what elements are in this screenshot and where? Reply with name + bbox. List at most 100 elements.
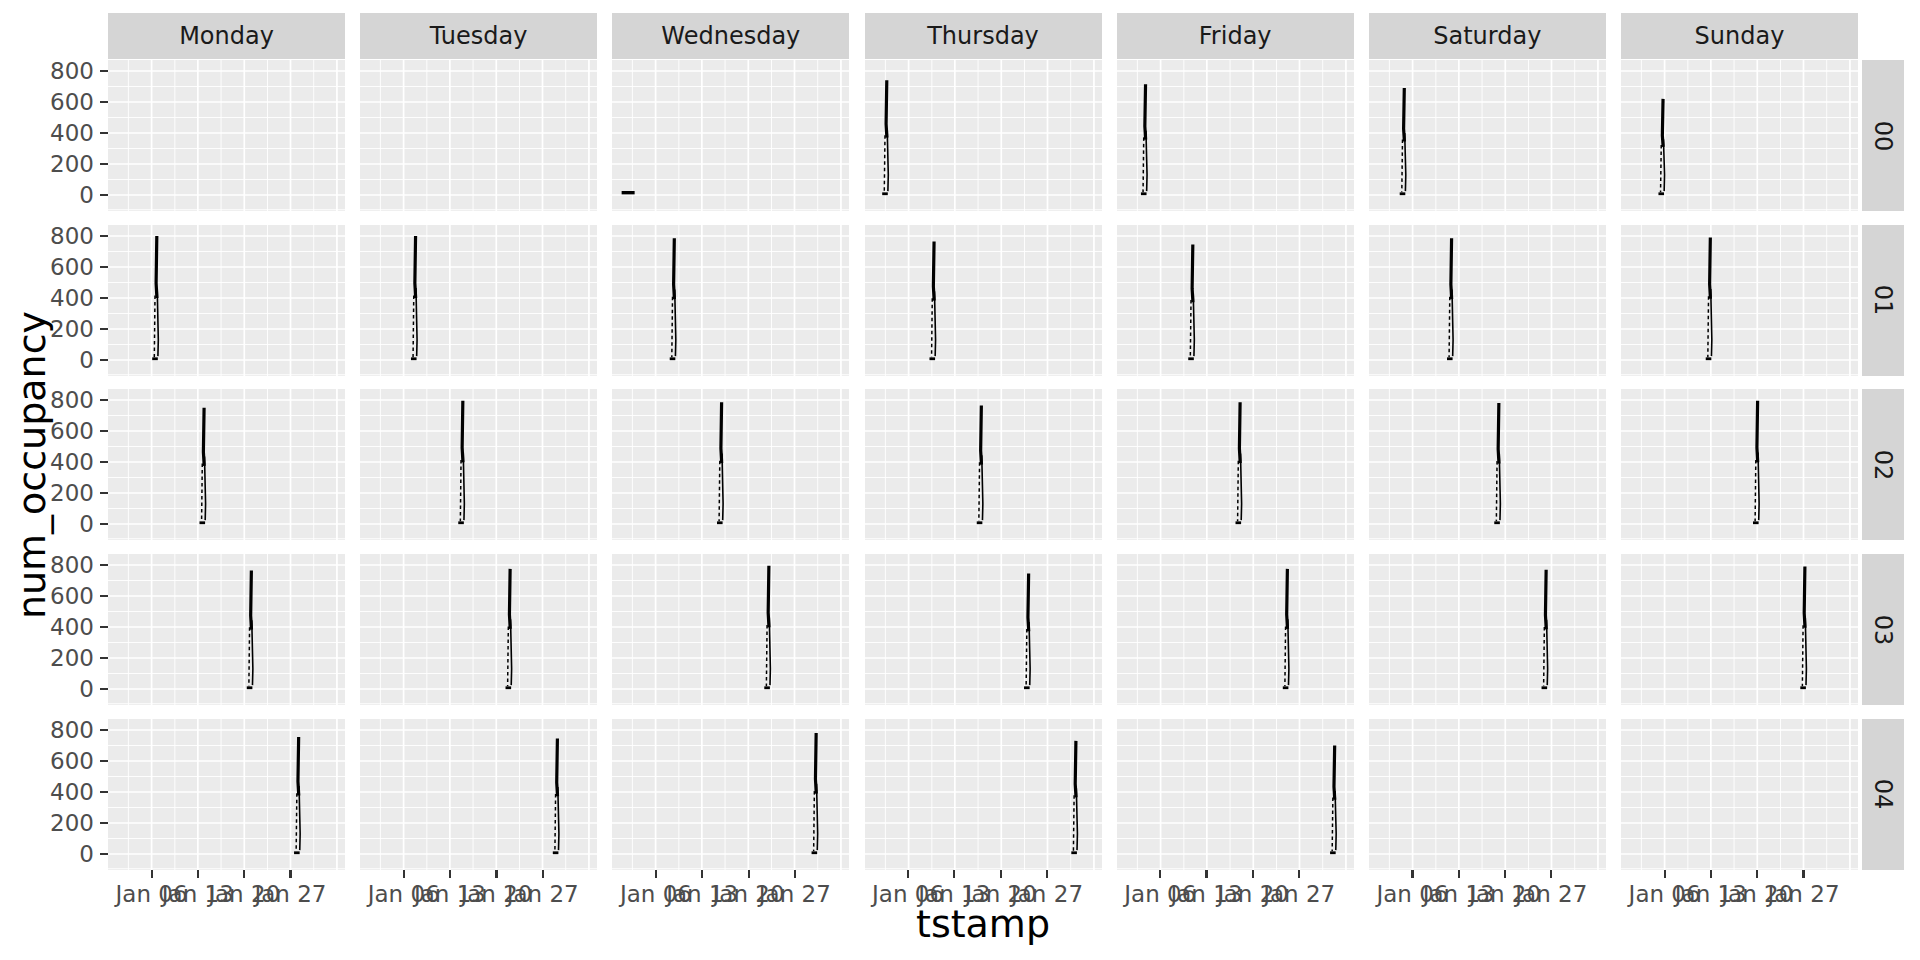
y-tick-label: 600 (0, 584, 94, 608)
y-tick-label: 400 (0, 286, 94, 310)
facet-panel-svg (1117, 225, 1354, 376)
x-tick-mark (1046, 870, 1048, 878)
facet-panel-svg (360, 554, 597, 705)
y-tick-mark (100, 101, 108, 103)
x-tick-label: Jan 27 (507, 882, 579, 906)
facet-panel-svg (612, 225, 849, 376)
facet-panel (1369, 554, 1606, 705)
y-tick-mark (100, 822, 108, 824)
facet-panel (1369, 389, 1606, 540)
x-tick-mark (1710, 870, 1712, 878)
facet-panel (612, 60, 849, 211)
y-tick-mark (100, 564, 108, 566)
x-tick-mark (151, 870, 153, 878)
facet-panel-svg (1369, 719, 1606, 870)
facet-col-strip: Wednesday (612, 13, 849, 59)
x-tick-label: Jan 27 (759, 882, 831, 906)
facet-panel-svg (1117, 60, 1354, 211)
facet-panel (1117, 389, 1354, 540)
facet-col-strip-label: Sunday (1695, 22, 1785, 50)
facet-row-strip: 02 (1862, 389, 1904, 540)
facet-panel-svg (108, 719, 345, 870)
facet-panel-svg (1117, 554, 1354, 705)
y-tick-label: 800 (0, 553, 94, 577)
y-tick-mark (100, 729, 108, 731)
facet-panel-svg (360, 389, 597, 540)
facet-panel (1117, 719, 1354, 870)
facet-panel (360, 719, 597, 870)
x-tick-mark (1159, 870, 1161, 878)
facet-panel-svg (1369, 60, 1606, 211)
facet-panel-svg (865, 554, 1102, 705)
y-tick-mark (100, 297, 108, 299)
y-tick-mark (100, 657, 108, 659)
y-tick-label: 400 (0, 615, 94, 639)
facet-panel (1117, 225, 1354, 376)
facet-col-strip: Sunday (1621, 13, 1858, 59)
x-tick-mark (701, 870, 703, 878)
facet-panel (108, 554, 345, 705)
x-tick-mark (1411, 870, 1413, 878)
facet-panel-svg (360, 225, 597, 376)
facet-panel (360, 389, 597, 540)
y-tick-mark (100, 626, 108, 628)
facet-col-strip: Saturday (1369, 13, 1606, 59)
facet-panel-svg (1621, 389, 1858, 540)
x-tick-mark (1802, 870, 1804, 878)
x-tick-mark (403, 870, 405, 878)
facet-panel (612, 389, 849, 540)
facet-row-strip: 01 (1862, 225, 1904, 376)
facet-col-strip: Thursday (865, 13, 1102, 59)
y-tick-mark (100, 70, 108, 72)
y-tick-label: 600 (0, 419, 94, 443)
facet-panel-svg (1369, 225, 1606, 376)
x-tick-mark (542, 870, 544, 878)
facet-panel-svg (612, 60, 849, 211)
y-tick-label: 400 (0, 450, 94, 474)
y-tick-mark (100, 359, 108, 361)
facet-row-strip: 00 (1862, 60, 1904, 211)
x-tick-label: Jan 27 (1767, 882, 1839, 906)
x-tick-mark (495, 870, 497, 878)
y-tick-mark (100, 760, 108, 762)
facet-panel (1621, 719, 1858, 870)
facet-panel (360, 554, 597, 705)
x-tick-mark (907, 870, 909, 878)
facet-panel-svg (865, 225, 1102, 376)
x-tick-label: Jan 27 (1515, 882, 1587, 906)
facet-row-strip-label: 01 (1869, 285, 1897, 316)
y-tick-label: 600 (0, 749, 94, 773)
y-tick-mark (100, 791, 108, 793)
facet-panel-svg (108, 225, 345, 376)
facet-panel (1369, 60, 1606, 211)
y-tick-label: 0 (0, 348, 94, 372)
facet-col-strip: Friday (1117, 13, 1354, 59)
facet-row-strip-label: 03 (1869, 614, 1897, 645)
facet-panel (1369, 719, 1606, 870)
facet-panel (865, 60, 1102, 211)
y-tick-mark (100, 688, 108, 690)
y-tick-label: 0 (0, 183, 94, 207)
facet-row-strip-label: 04 (1869, 779, 1897, 810)
x-tick-mark (953, 870, 955, 878)
facet-col-strip-label: Saturday (1433, 22, 1541, 50)
y-tick-label: 200 (0, 317, 94, 341)
y-tick-label: 800 (0, 224, 94, 248)
facet-panel-svg (360, 719, 597, 870)
x-tick-mark (748, 870, 750, 878)
x-tick-mark (289, 870, 291, 878)
facet-panel (360, 60, 597, 211)
x-tick-mark (794, 870, 796, 878)
y-tick-label: 0 (0, 512, 94, 536)
facet-panel (1117, 554, 1354, 705)
facet-panel (612, 719, 849, 870)
facet-panel-svg (108, 60, 345, 211)
y-tick-label: 0 (0, 842, 94, 866)
facet-panel (865, 389, 1102, 540)
facet-row-strip-label: 00 (1869, 120, 1897, 151)
facet-panel (1621, 389, 1858, 540)
y-tick-mark (100, 194, 108, 196)
facet-panel (1117, 60, 1354, 211)
facet-panel-svg (360, 60, 597, 211)
facet-panel-svg (1117, 389, 1354, 540)
